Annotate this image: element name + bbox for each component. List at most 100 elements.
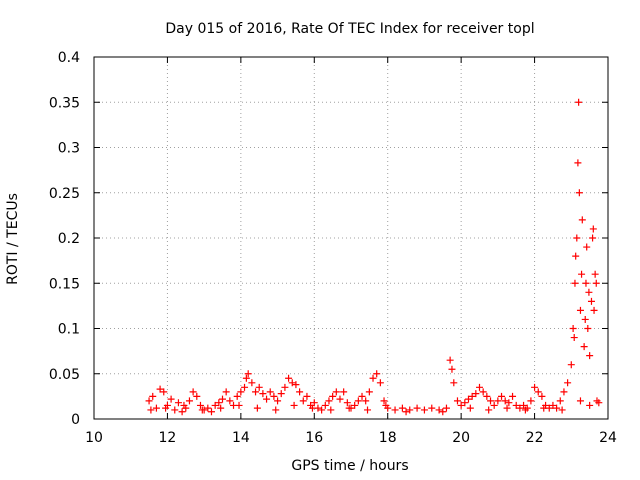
data-point (479, 388, 487, 396)
data-point (354, 397, 362, 405)
data-point (589, 225, 597, 233)
data-point (310, 399, 318, 407)
data-point (327, 406, 335, 414)
data-point (595, 399, 603, 407)
y-tick-label: 0.4 (58, 50, 80, 66)
data-point (147, 406, 155, 414)
data-point (578, 216, 586, 224)
data-point (281, 383, 289, 391)
data-point (156, 385, 164, 393)
data-point (509, 392, 517, 400)
data-point (585, 288, 593, 296)
data-point (556, 397, 564, 405)
data-point (516, 404, 524, 412)
data-point (237, 388, 245, 396)
data-point (365, 388, 373, 396)
data-point (152, 404, 160, 412)
data-point (382, 401, 390, 409)
data-point (572, 252, 580, 260)
data-point (573, 234, 581, 242)
data-point (569, 325, 577, 332)
data-point (490, 401, 498, 409)
data-point (505, 399, 513, 407)
data-point (571, 279, 579, 287)
data-point (340, 388, 348, 396)
data-point (583, 243, 591, 251)
data-point (531, 383, 539, 391)
data-point (270, 392, 278, 400)
data-point (303, 392, 311, 400)
grid-lines (94, 57, 608, 419)
data-point (345, 404, 353, 412)
data-point (351, 401, 359, 409)
x-tick-label: 12 (159, 430, 177, 446)
data-point (391, 406, 399, 414)
data-point (466, 404, 474, 412)
data-point (242, 374, 250, 382)
data-point (217, 404, 225, 412)
data-point (457, 401, 465, 409)
data-point (285, 374, 293, 382)
data-point (420, 406, 428, 414)
data-point (296, 388, 304, 396)
data-point (358, 392, 366, 400)
data-point (308, 404, 316, 412)
data-point (373, 370, 381, 378)
data-point (288, 379, 296, 387)
data-point (575, 98, 583, 106)
data-point (450, 379, 458, 387)
data-point (521, 406, 529, 414)
data-point (336, 395, 344, 403)
data-point (222, 388, 230, 396)
data-point (160, 388, 168, 396)
data-point (241, 383, 249, 391)
data-point (553, 404, 561, 412)
data-point (193, 392, 201, 400)
data-point (476, 383, 483, 391)
y-tick-label: 0 (71, 412, 80, 428)
data-point (567, 361, 575, 369)
data-point (321, 401, 329, 409)
data-point (318, 406, 326, 414)
data-point (198, 406, 206, 414)
data-point (564, 379, 572, 387)
data-point (578, 270, 586, 278)
data-point (211, 401, 219, 409)
data-point (266, 388, 274, 396)
data-point (442, 404, 450, 412)
data-point (580, 343, 588, 351)
data-point (446, 356, 454, 364)
y-tick-label: 0.3 (58, 141, 80, 157)
data-point (527, 397, 535, 405)
data-point (204, 404, 212, 412)
data-point (369, 374, 377, 382)
data-point (472, 390, 480, 398)
data-point (332, 388, 340, 396)
chart-title: Day 015 of 2016, Rate Of TEC Index for r… (165, 21, 534, 37)
data-point (380, 397, 388, 405)
data-point (582, 279, 590, 287)
data-point (464, 395, 472, 403)
data-point (586, 401, 594, 409)
data-point (453, 397, 461, 405)
x-axis-label: GPS time / hours (291, 458, 408, 474)
data-point (255, 383, 263, 391)
data-point (576, 397, 584, 405)
data-point (215, 399, 223, 407)
data-point (233, 392, 241, 400)
data-point (593, 397, 601, 405)
data-point (180, 401, 188, 409)
data-point (235, 401, 243, 409)
data-point (207, 408, 215, 416)
data-point (439, 408, 447, 416)
data-point (468, 392, 476, 400)
data-point (226, 397, 234, 405)
data-point (263, 395, 271, 403)
data-point (485, 406, 493, 414)
data-point (435, 406, 443, 414)
data-points (145, 98, 603, 416)
y-axis: 0 0.05 0.1 0.15 0.2 0.25 0.3 0.35 0.4 (49, 50, 608, 428)
data-point (448, 365, 456, 373)
data-point (591, 270, 599, 278)
